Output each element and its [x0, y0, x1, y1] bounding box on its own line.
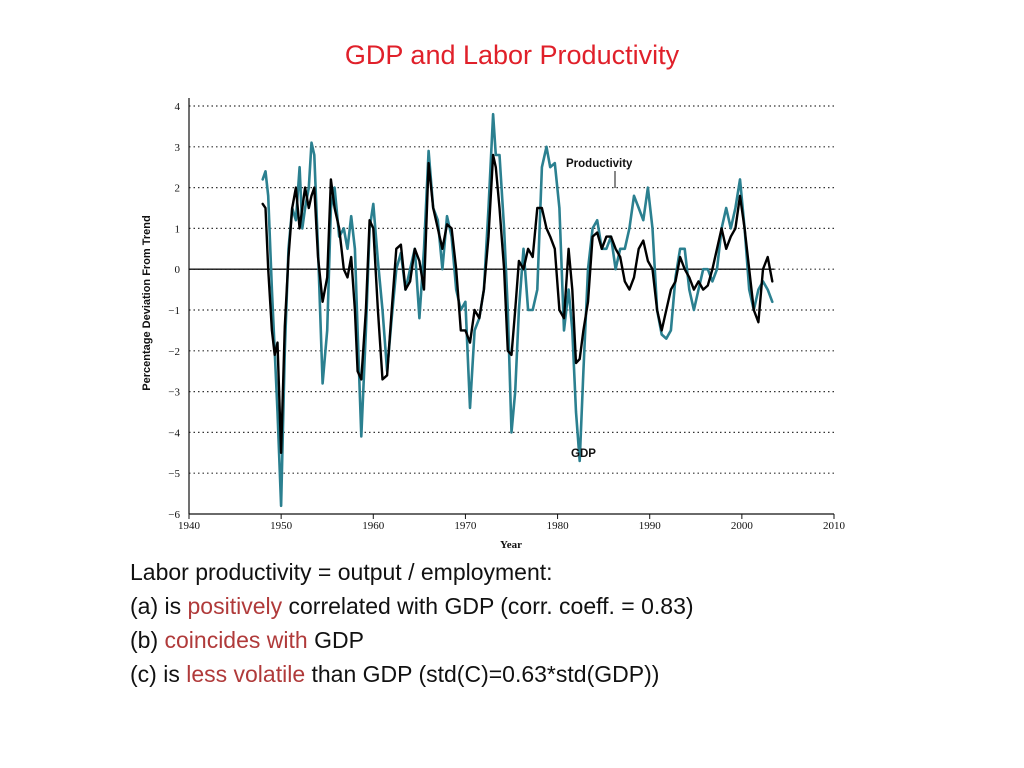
- x-tick-label: 1970: [454, 520, 477, 532]
- note-4-prefix: (c) is: [130, 661, 187, 687]
- x-tick-label: 1950: [270, 520, 293, 532]
- x-tick-label: 1980: [547, 520, 570, 532]
- note-2-prefix: (a) is: [130, 593, 188, 619]
- x-tick-label: 1960: [362, 520, 385, 532]
- x-tick-label: 1990: [639, 520, 662, 532]
- y-tick-label: 4: [175, 101, 181, 113]
- y-tick-label: 1: [175, 223, 181, 235]
- note-3-highlight: coincides with: [164, 627, 308, 653]
- y-axis: 4 3 2 1 0 −1 −2 −3 −4 −5 −6: [168, 98, 190, 521]
- y-tick-label: 3: [175, 142, 181, 154]
- note-line-2: (a) is positively correlated with GDP (c…: [130, 589, 694, 623]
- note-3-suffix: GDP: [307, 627, 364, 653]
- y-tick-label: 0: [175, 264, 181, 276]
- y-tick-label: −2: [168, 346, 180, 358]
- y-tick-label: 2: [175, 183, 181, 195]
- note-line-1: Labor productivity = output / employment…: [130, 559, 553, 585]
- x-axis-label: Year: [500, 539, 522, 551]
- y-axis-label: Percentage Deviation From Trend: [141, 215, 153, 390]
- x-axis: 1940 1950 1960 1970 1980 1990 2000 2010: [178, 513, 846, 532]
- x-tick-label: 1940: [178, 520, 201, 532]
- y-tick-label: −5: [168, 468, 180, 480]
- y-tick-label: −1: [168, 305, 180, 317]
- note-line-3: (b) coincides with GDP: [130, 623, 694, 657]
- productivity-annotation: Productivity: [566, 158, 633, 170]
- note-4-suffix: than GDP (std(C)=0.63*std(GDP)): [305, 661, 660, 687]
- note-2-highlight: positively: [187, 593, 283, 619]
- gdp-annotation: GDP: [571, 448, 596, 460]
- slide-title: GDP and Labor Productivity: [344, 40, 680, 70]
- plot-lines: [261, 112, 774, 508]
- note-4-highlight: less volatile: [186, 661, 306, 687]
- y-tick-label: −4: [168, 427, 180, 439]
- note-3-prefix: (b): [130, 627, 165, 653]
- gdp-line: [261, 153, 774, 454]
- note-2-suffix: correlated with GDP (corr. coeff. = 0.83…: [282, 593, 694, 619]
- y-tick-label: −6: [168, 509, 180, 521]
- note-line-4: (c) is less volatile than GDP (std(C)=0.…: [130, 657, 694, 691]
- x-tick-label: 2000: [731, 520, 754, 532]
- y-tick-label: −3: [168, 387, 180, 399]
- x-tick-label: 2010: [823, 520, 846, 532]
- notes: Labor productivity = output / employment…: [130, 555, 694, 691]
